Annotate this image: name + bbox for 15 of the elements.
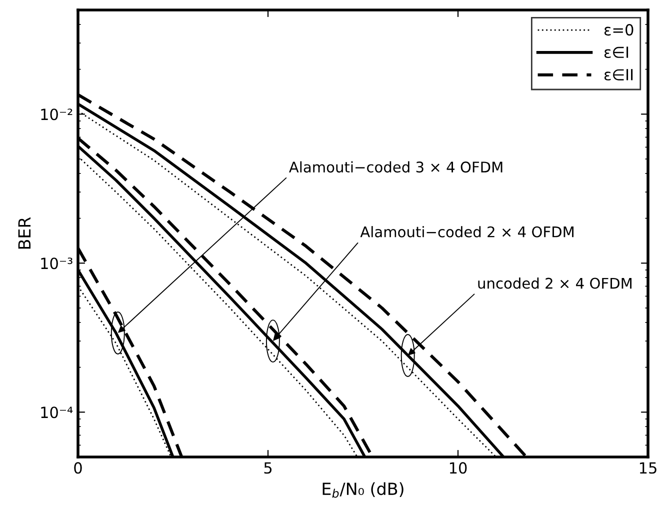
y-axis-title: BER [18,217,30,249]
annotation: Alamouti−coded 2 × 4 OFDM [360,226,574,238]
legend-label: ε∈I [604,46,628,58]
y-tick-label: 10⁻⁴ [41,406,73,418]
annotation: uncoded 2 × 4 OFDM [478,277,632,289]
annotation: Alamouti−coded 3 × 4 OFDM [289,161,502,173]
legend-label: ε∈II [604,69,633,80]
y-tick-label: 10⁻³ [41,258,72,270]
x-tick-label: 15 [640,462,656,474]
x-tick-label: 10 [450,462,467,474]
x-tick-label: 5 [264,462,272,474]
legend-label: ε=0 [604,24,634,36]
x-tick-label: 0 [74,462,82,474]
y-tick-label: 10⁻² [41,108,72,120]
x-axis-title: E$_{b}$/N₀ (dB) [322,482,404,498]
